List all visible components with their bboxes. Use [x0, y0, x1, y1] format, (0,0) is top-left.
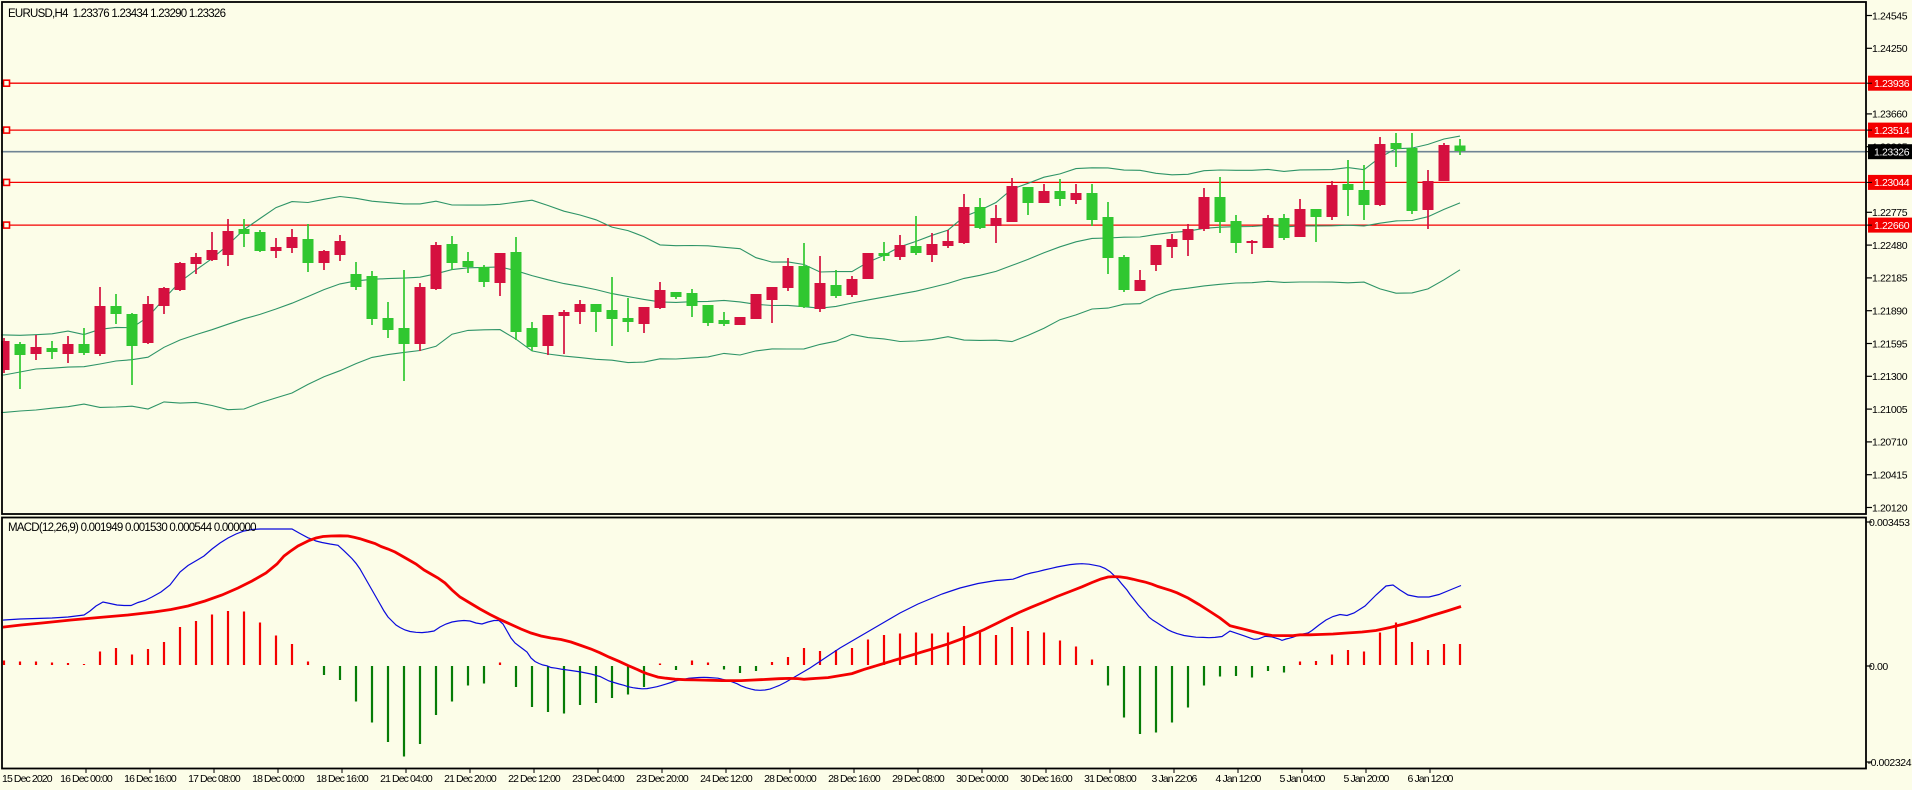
svg-text:18 Dec 16:00: 18 Dec 16:00	[316, 773, 369, 785]
svg-text:1.22480: 1.22480	[1872, 240, 1908, 252]
svg-text:3 Jan 22:06: 3 Jan 22:06	[1152, 773, 1198, 785]
svg-text:16 Dec 16:00: 16 Dec 16:00	[124, 773, 177, 785]
svg-text:4 Jan 12:00: 4 Jan 12:00	[1216, 773, 1262, 785]
svg-text:21 Dec 04:00: 21 Dec 04:00	[380, 773, 433, 785]
svg-text:17 Dec 08:00: 17 Dec 08:00	[188, 773, 241, 785]
svg-text:24 Dec 12:00: 24 Dec 12:00	[700, 773, 753, 785]
svg-text:1.23044: 1.23044	[1874, 177, 1910, 189]
svg-text:1.20120: 1.20120	[1872, 502, 1908, 514]
svg-text:1.21890: 1.21890	[1872, 306, 1908, 318]
svg-text:30 Dec 00:00: 30 Dec 00:00	[956, 773, 1009, 785]
svg-text:1.21005: 1.21005	[1872, 404, 1908, 416]
svg-text:5 Jan 04:00: 5 Jan 04:00	[1280, 773, 1326, 785]
svg-text:15 Dec 2020: 15 Dec 2020	[2, 773, 53, 785]
svg-text:23 Dec 20:00: 23 Dec 20:00	[636, 773, 689, 785]
svg-text:1.23660: 1.23660	[1872, 109, 1908, 121]
svg-text:30 Dec 16:00: 30 Dec 16:00	[1020, 773, 1073, 785]
svg-text:1.22660: 1.22660	[1874, 220, 1910, 232]
svg-text:21 Dec 20:00: 21 Dec 20:00	[444, 773, 497, 785]
svg-text:MACD(12,26,9) 0.001949 0.00153: MACD(12,26,9) 0.001949 0.001530 0.000544…	[8, 522, 256, 534]
svg-text:1.22775: 1.22775	[1872, 207, 1908, 219]
svg-text:EURUSD,H4 1.23376 1.23434 1.2: EURUSD,H4 1.23376 1.23434 1.23290 1.2332…	[8, 8, 226, 20]
svg-text:1.20710: 1.20710	[1872, 437, 1908, 449]
svg-text:5 Jan 20:00: 5 Jan 20:00	[1344, 773, 1390, 785]
svg-text:16 Dec 00:00: 16 Dec 00:00	[60, 773, 113, 785]
svg-text:1.20415: 1.20415	[1872, 470, 1908, 482]
svg-text:29 Dec 08:00: 29 Dec 08:00	[892, 773, 945, 785]
svg-text:0.00: 0.00	[1869, 661, 1888, 673]
svg-text:1.24545: 1.24545	[1872, 10, 1908, 22]
svg-text:1.23326: 1.23326	[1874, 147, 1910, 159]
svg-text:28 Dec 16:00: 28 Dec 16:00	[828, 773, 881, 785]
svg-text:22 Dec 12:00: 22 Dec 12:00	[508, 773, 561, 785]
svg-text:1.23514: 1.23514	[1874, 125, 1910, 137]
svg-text:1.23936: 1.23936	[1874, 78, 1910, 90]
svg-text:1.21300: 1.21300	[1872, 371, 1908, 383]
svg-text:18 Dec 00:00: 18 Dec 00:00	[252, 773, 305, 785]
svg-text:6 Jan 12:00: 6 Jan 12:00	[1408, 773, 1454, 785]
svg-text:31 Dec 08:00: 31 Dec 08:00	[1084, 773, 1137, 785]
svg-text:-0.002324: -0.002324	[1868, 757, 1912, 769]
svg-text:1.24250: 1.24250	[1872, 43, 1908, 55]
svg-text:23 Dec 04:00: 23 Dec 04:00	[572, 773, 625, 785]
svg-text:0.003453: 0.003453	[1869, 517, 1910, 529]
svg-text:1.21595: 1.21595	[1872, 338, 1908, 350]
svg-text:28 Dec 00:00: 28 Dec 00:00	[764, 773, 817, 785]
svg-text:1.22185: 1.22185	[1872, 273, 1908, 285]
